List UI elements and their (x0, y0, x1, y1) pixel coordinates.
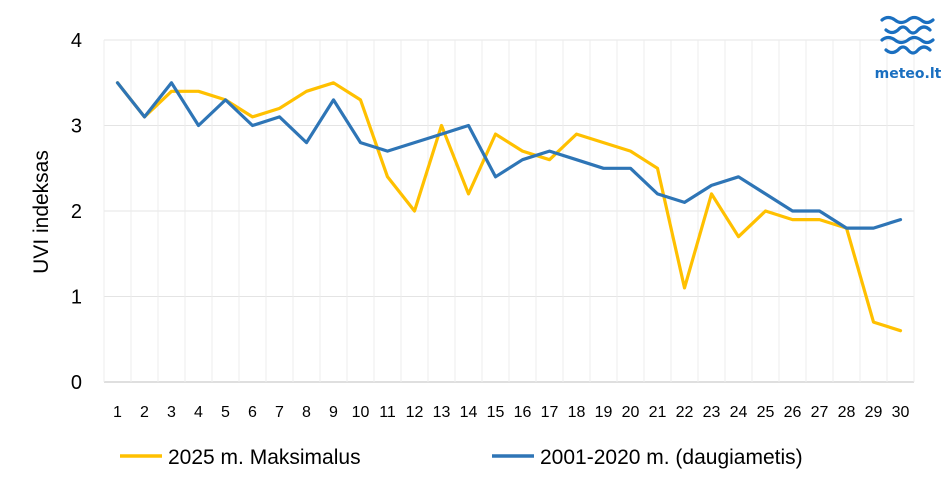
x-tick-label: 12 (406, 404, 424, 421)
x-tick-label: 24 (730, 404, 748, 421)
x-tick-label: 1 (113, 404, 122, 421)
x-tick-label: 9 (329, 404, 338, 421)
legend-label: 2001-2020 m. (daugiametis) (540, 446, 803, 469)
y-axis-ticks: 0 1 2 3 4 (71, 30, 82, 394)
x-tick-label: 19 (595, 404, 613, 421)
x-tick-label: 5 (221, 404, 230, 421)
x-tick-label: 16 (514, 404, 532, 421)
x-tick-label: 7 (275, 404, 284, 421)
x-tick-label: 28 (838, 404, 856, 421)
x-tick-label: 18 (568, 404, 586, 421)
y-axis-label: UVI indeksas (30, 150, 53, 274)
legend-label: 2025 m. Maksimalus (168, 446, 361, 469)
x-tick-label: 2 (140, 404, 149, 421)
x-tick-label: 14 (460, 404, 478, 421)
x-tick-label: 8 (302, 404, 311, 421)
x-tick-label: 23 (703, 404, 721, 421)
x-tick-label: 29 (865, 404, 883, 421)
legend: 2025 m. Maksimalus 2001-2020 m. (daugiame… (120, 446, 803, 469)
x-tick-label: 15 (487, 404, 505, 421)
x-tick-label: 21 (649, 404, 667, 421)
meteo-logo: meteo.lt (875, 15, 942, 82)
x-tick-label: 30 (892, 404, 910, 421)
x-tick-label: 27 (811, 404, 829, 421)
meteo-logo-icon (880, 15, 935, 55)
x-tick-label: 6 (248, 404, 257, 421)
x-tick-label: 10 (352, 404, 370, 421)
y-tick-label: 1 (71, 287, 82, 309)
x-tick-label: 26 (784, 404, 802, 421)
x-tick-label: 25 (757, 404, 775, 421)
series-line-1 (115, 81, 903, 333)
x-tick-label: 22 (676, 404, 694, 421)
grid-lines (103, 39, 915, 383)
y-tick-label: 4 (71, 30, 82, 52)
series-lines (115, 81, 903, 333)
x-tick-label: 20 (622, 404, 640, 421)
x-tick-label: 3 (167, 404, 176, 421)
series-line-2 (115, 81, 903, 230)
x-axis-ticks: 1 2 3 4 5 6 7 8 9 10 11 12 13 14 15 16 17 18 19 20 21 22 23 24 2… (113, 404, 909, 421)
x-tick-label: 11 (379, 404, 396, 421)
y-tick-label: 3 (71, 116, 82, 138)
y-tick-label: 0 (71, 372, 82, 394)
y-tick-label: 2 (71, 201, 82, 223)
x-tick-label: 13 (433, 404, 451, 421)
x-tick-label: 4 (194, 404, 203, 421)
meteo-logo-text: meteo.lt (875, 66, 942, 82)
x-tick-label: 17 (541, 404, 559, 421)
